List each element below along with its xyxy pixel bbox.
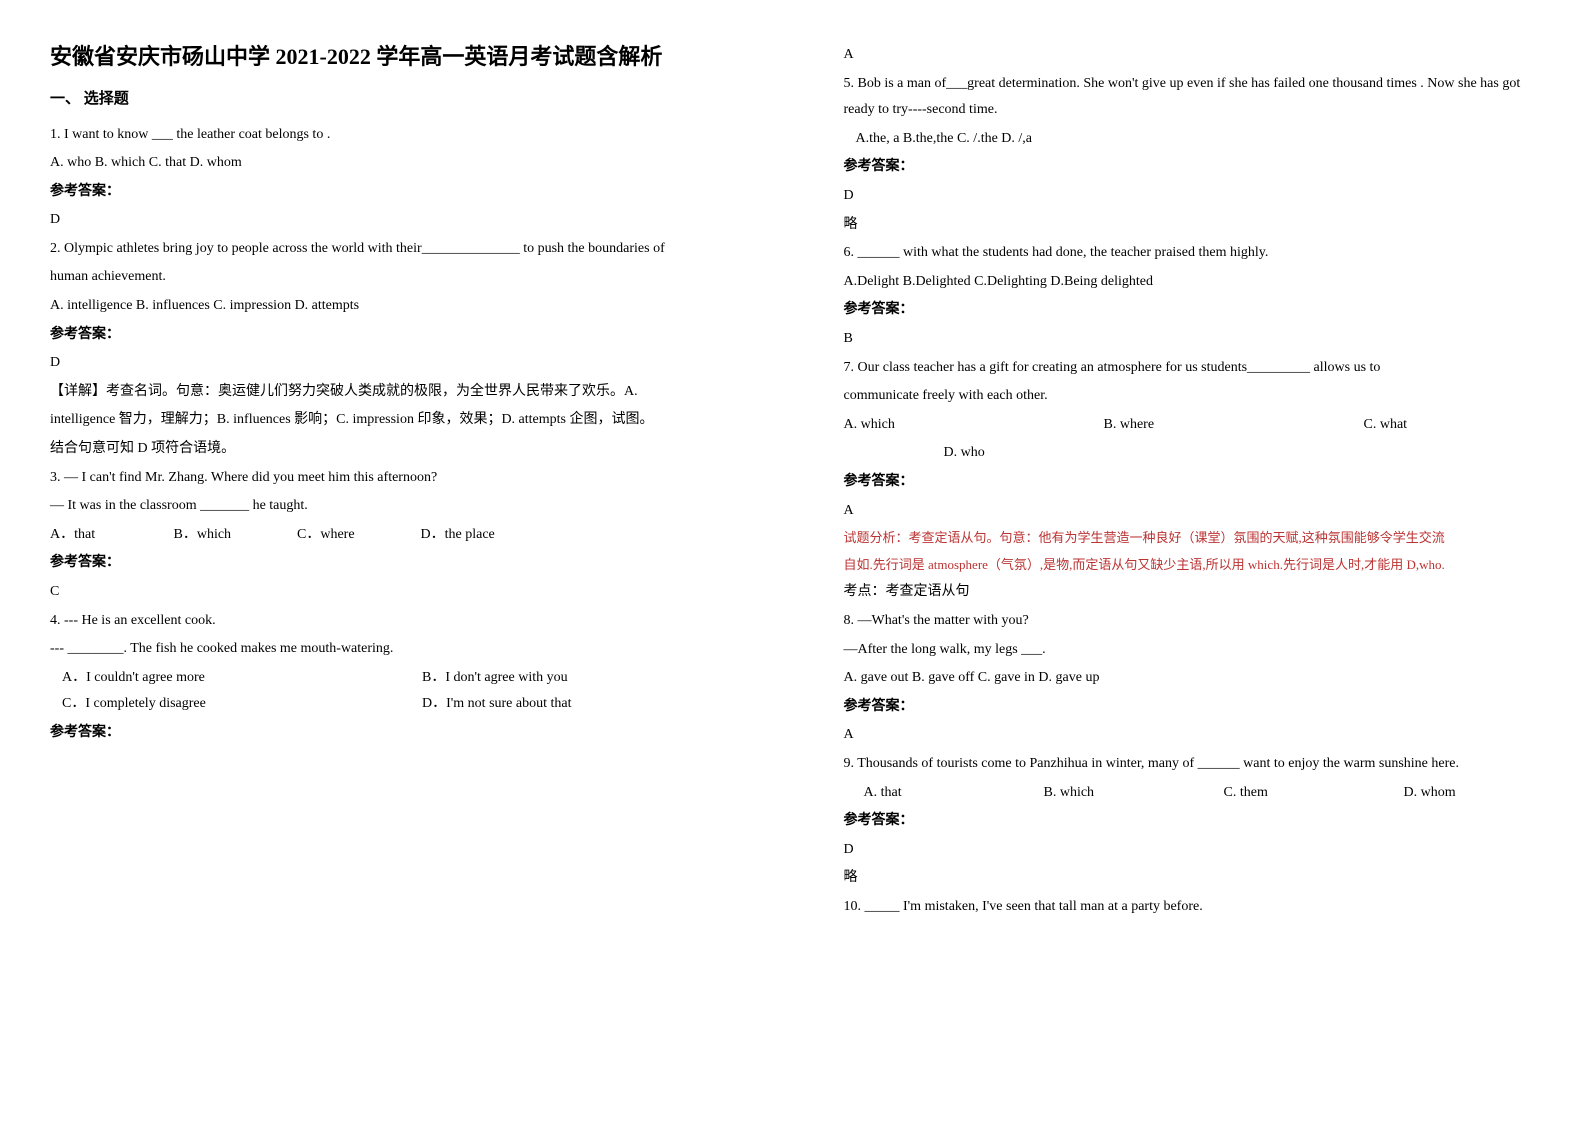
q4-optA: A．I couldn't agree more <box>50 665 422 692</box>
q1-stem: 1. I want to know ___ the leather coat b… <box>50 122 754 149</box>
q6-options: A.Delight B.Delighted C.Delighting D.Bei… <box>844 269 1548 296</box>
q2-explain-2: intelligence 智力，理解力；B. influences 影响；C. … <box>50 407 754 434</box>
right-column: A 5. Bob is a man of___great determinati… <box>794 0 1587 1122</box>
q4-options-row1: A．I couldn't agree more B．I don't agree … <box>50 665 754 692</box>
q2-stem-line2: human achievement. <box>50 264 754 291</box>
q4-answer: A <box>844 42 1548 69</box>
q5-omit: 略 <box>844 212 1548 239</box>
q3-stem-2: — It was in the classroom _______ he tau… <box>50 493 754 520</box>
q7-optA: A. which <box>844 412 1104 439</box>
section-heading: 一、 选择题 <box>50 85 754 114</box>
q7-options-row: A. which B. where C. what <box>844 412 1548 439</box>
q7-explain-1: 试题分析：考查定语从句。句意：他有为学生营造一种良好（课堂）氛围的天赋,这种氛围… <box>844 526 1548 551</box>
q6-answer: B <box>844 326 1548 353</box>
q4-optD: D．I'm not sure about that <box>422 691 572 718</box>
answer-label: 参考答案： <box>844 808 1548 835</box>
q2-options: A. intelligence B. influences C. impress… <box>50 293 754 320</box>
q7-stem-1: 7. Our class teacher has a gift for crea… <box>844 355 1548 382</box>
answer-label: 参考答案： <box>50 720 754 747</box>
q4-optB: B．I don't agree with you <box>422 665 568 692</box>
q9-stem: 9. Thousands of tourists come to Panzhih… <box>844 751 1548 778</box>
q3-answer: C <box>50 579 754 606</box>
q2-explain-1: 【详解】考查名词。句意：奥运健儿们努力突破人类成就的极限，为全世界人民带来了欢乐… <box>50 379 754 406</box>
q3-stem-1: 3. — I can't find Mr. Zhang. Where did y… <box>50 465 754 492</box>
q6-stem: 6. ______ with what the students had don… <box>844 240 1548 267</box>
q3-options: A．that B．which C．where D．the place <box>50 522 754 549</box>
q9-optB: B. which <box>1044 780 1224 807</box>
q1-answer: D <box>50 207 754 234</box>
q2-stem-line1: 2. Olympic athletes bring joy to people … <box>50 236 754 263</box>
q8-stem-1: 8. —What's the matter with you? <box>844 608 1548 635</box>
answer-label: 参考答案： <box>844 469 1548 496</box>
q9-options-row: A. that B. which C. them D. whom <box>844 780 1548 807</box>
q9-optC: C. them <box>1224 780 1404 807</box>
q4-stem-1: 4. --- He is an excellent cook. <box>50 608 754 635</box>
q9-answer: D <box>844 837 1548 864</box>
q5-stem: 5. Bob is a man of___great determination… <box>844 71 1548 124</box>
q9-optA: A. that <box>864 780 1044 807</box>
q2-explain-3: 结合句意可知 D 项符合语境。 <box>50 436 754 463</box>
answer-label: 参考答案： <box>844 297 1548 324</box>
q7-optC: C. what <box>1364 412 1408 439</box>
document-title: 安徽省安庆市砀山中学 2021-2022 学年高一英语月考试题含解析 <box>50 40 754 73</box>
q5-answer: D <box>844 183 1548 210</box>
q9-omit: 略 <box>844 865 1548 892</box>
q7-explain-2: 自如.先行词是 atmosphere（气氛）,是物,而定语从句又缺少主语,所以用… <box>844 553 1548 578</box>
q7-optB: B. where <box>1104 412 1364 439</box>
q7-explain-3: 考点：考查定语从句 <box>844 579 1548 606</box>
q8-answer: A <box>844 722 1548 749</box>
q8-options: A. gave out B. gave off C. gave in D. ga… <box>844 665 1548 692</box>
q1-options: A. who B. which C. that D. whom <box>50 150 754 177</box>
answer-label: 参考答案： <box>50 550 754 577</box>
q7-optD: D. who <box>844 440 1548 467</box>
answer-label: 参考答案： <box>50 179 754 206</box>
q4-options-row2: C．I completely disagree D．I'm not sure a… <box>50 691 754 718</box>
q5-options: A.the, a B.the,the C. /.the D. /,a <box>844 126 1548 153</box>
q4-optC: C．I completely disagree <box>50 691 422 718</box>
q2-answer: D <box>50 350 754 377</box>
q10-stem: 10. _____ I'm mistaken, I've seen that t… <box>844 894 1548 921</box>
q9-optD: D. whom <box>1404 780 1456 807</box>
q8-stem-2: —After the long walk, my legs ___. <box>844 637 1548 664</box>
q4-stem-2: --- ________. The fish he cooked makes m… <box>50 636 754 663</box>
answer-label: 参考答案： <box>844 694 1548 721</box>
q7-answer: A <box>844 498 1548 525</box>
answer-label: 参考答案： <box>844 154 1548 181</box>
q7-stem-2: communicate freely with each other. <box>844 383 1548 410</box>
answer-label: 参考答案： <box>50 322 754 349</box>
left-column: 安徽省安庆市砀山中学 2021-2022 学年高一英语月考试题含解析 一、 选择… <box>0 0 794 1122</box>
